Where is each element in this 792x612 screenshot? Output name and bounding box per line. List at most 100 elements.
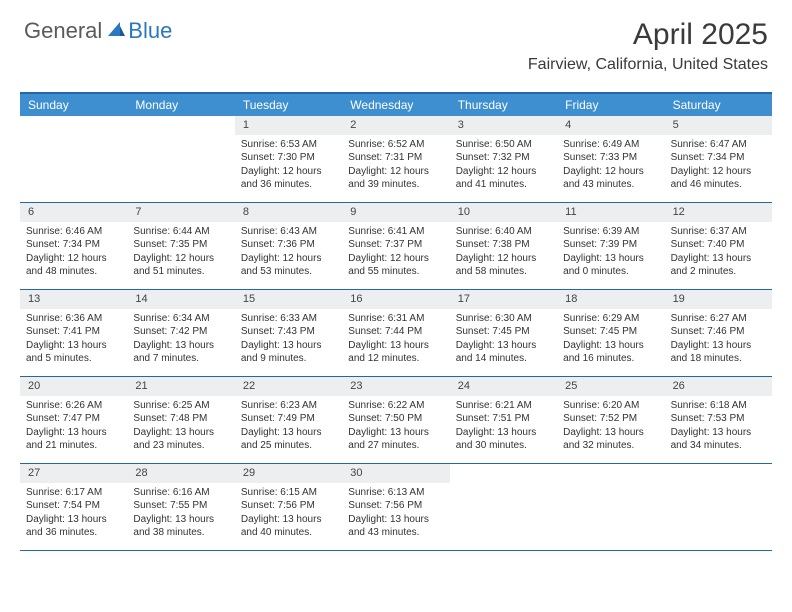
sunset-text: Sunset: 7:52 PM bbox=[563, 412, 658, 426]
sunrise-text: Sunrise: 6:20 AM bbox=[563, 399, 658, 413]
daylight-text: Daylight: 13 hours bbox=[133, 513, 228, 527]
sunrise-text: Sunrise: 6:52 AM bbox=[348, 138, 443, 152]
calendar: Sunday Monday Tuesday Wednesday Thursday… bbox=[20, 92, 772, 551]
day-details: Sunrise: 6:52 AMSunset: 7:31 PMDaylight:… bbox=[348, 138, 443, 192]
daylight-text: Daylight: 13 hours bbox=[348, 339, 443, 353]
daylight-text: Daylight: 12 hours bbox=[563, 165, 658, 179]
week-row: 27Sunrise: 6:17 AMSunset: 7:54 PMDayligh… bbox=[20, 464, 772, 551]
day-number: 21 bbox=[127, 377, 234, 396]
daylight-text: and 12 minutes. bbox=[348, 352, 443, 366]
day-details: Sunrise: 6:23 AMSunset: 7:49 PMDaylight:… bbox=[241, 399, 336, 453]
sunset-text: Sunset: 7:55 PM bbox=[133, 499, 228, 513]
day-cell: 28Sunrise: 6:16 AMSunset: 7:55 PMDayligh… bbox=[127, 464, 234, 550]
day-cell: 13Sunrise: 6:36 AMSunset: 7:41 PMDayligh… bbox=[20, 290, 127, 376]
day-details: Sunrise: 6:50 AMSunset: 7:32 PMDaylight:… bbox=[456, 138, 551, 192]
day-cell: 19 Sunrise: 6:27 AMSunset: 7:46 PMDayligh… bbox=[665, 290, 772, 376]
daylight-text: Daylight: 13 hours bbox=[241, 426, 336, 440]
sunrise-text: Sunrise: 6:17 AM bbox=[26, 486, 121, 500]
day-number: 26 bbox=[665, 377, 772, 396]
sunrise-text: Sunrise: 6:26 AM bbox=[26, 399, 121, 413]
day-details: Sunrise: 6:27 AMSunset: 7:46 PMDaylight:… bbox=[671, 312, 766, 366]
day-number: 27 bbox=[20, 464, 127, 483]
weekday-header-row: Sunday Monday Tuesday Wednesday Thursday… bbox=[20, 94, 772, 116]
day-cell: 12Sunrise: 6:37 AMSunset: 7:40 PMDayligh… bbox=[665, 203, 772, 289]
daylight-text: Daylight: 12 hours bbox=[671, 165, 766, 179]
title-block: April 2025 Fairview, California, United … bbox=[528, 18, 768, 74]
daylight-text: and 51 minutes. bbox=[133, 265, 228, 279]
sunset-text: Sunset: 7:32 PM bbox=[456, 151, 551, 165]
daylight-text: and 55 minutes. bbox=[348, 265, 443, 279]
daylight-text: Daylight: 13 hours bbox=[456, 339, 551, 353]
daylight-text: and 40 minutes. bbox=[241, 526, 336, 540]
sunset-text: Sunset: 7:48 PM bbox=[133, 412, 228, 426]
daylight-text: Daylight: 13 hours bbox=[348, 513, 443, 527]
sunset-text: Sunset: 7:47 PM bbox=[26, 412, 121, 426]
sunset-text: Sunset: 7:38 PM bbox=[456, 238, 551, 252]
daylight-text: Daylight: 13 hours bbox=[563, 339, 658, 353]
day-details: Sunrise: 6:31 AMSunset: 7:44 PMDaylight:… bbox=[348, 312, 443, 366]
daylight-text: Daylight: 13 hours bbox=[671, 252, 766, 266]
daylight-text: Daylight: 12 hours bbox=[348, 165, 443, 179]
day-number: 15 bbox=[235, 290, 342, 309]
sunrise-text: Sunrise: 6:18 AM bbox=[671, 399, 766, 413]
day-details: Sunrise: 6:22 AMSunset: 7:50 PMDaylight:… bbox=[348, 399, 443, 453]
location-subtitle: Fairview, California, United States bbox=[528, 56, 768, 74]
sunset-text: Sunset: 7:45 PM bbox=[456, 325, 551, 339]
day-details: Sunrise: 6:46 AMSunset: 7:34 PMDaylight:… bbox=[26, 225, 121, 279]
sunrise-text: Sunrise: 6:44 AM bbox=[133, 225, 228, 239]
sunset-text: Sunset: 7:36 PM bbox=[241, 238, 336, 252]
day-details: Sunrise: 6:16 AMSunset: 7:55 PMDaylight:… bbox=[133, 486, 228, 540]
sunset-text: Sunset: 7:31 PM bbox=[348, 151, 443, 165]
daylight-text: and 34 minutes. bbox=[671, 439, 766, 453]
day-details: Sunrise: 6:39 AMSunset: 7:39 PMDaylight:… bbox=[563, 225, 658, 279]
sunrise-text: Sunrise: 6:39 AM bbox=[563, 225, 658, 239]
day-number: 19 bbox=[665, 290, 772, 309]
daylight-text: and 27 minutes. bbox=[348, 439, 443, 453]
daylight-text: and 18 minutes. bbox=[671, 352, 766, 366]
daylight-text: Daylight: 12 hours bbox=[456, 165, 551, 179]
daylight-text: and 16 minutes. bbox=[563, 352, 658, 366]
day-details: Sunrise: 6:53 AMSunset: 7:30 PMDaylight:… bbox=[241, 138, 336, 192]
day-number: 18 bbox=[557, 290, 664, 309]
daylight-text: and 38 minutes. bbox=[133, 526, 228, 540]
logo: General Blue bbox=[24, 18, 172, 44]
daylight-text: and 32 minutes. bbox=[563, 439, 658, 453]
sunrise-text: Sunrise: 6:15 AM bbox=[241, 486, 336, 500]
sunrise-text: Sunrise: 6:46 AM bbox=[26, 225, 121, 239]
sunrise-text: Sunrise: 6:29 AM bbox=[563, 312, 658, 326]
sunset-text: Sunset: 7:50 PM bbox=[348, 412, 443, 426]
daylight-text: and 43 minutes. bbox=[563, 178, 658, 192]
day-number: 7 bbox=[127, 203, 234, 222]
day-cell: 4Sunrise: 6:49 AMSunset: 7:33 PMDaylight… bbox=[557, 116, 664, 202]
day-number: 23 bbox=[342, 377, 449, 396]
day-details: Sunrise: 6:34 AMSunset: 7:42 PMDaylight:… bbox=[133, 312, 228, 366]
sunrise-text: Sunrise: 6:23 AM bbox=[241, 399, 336, 413]
daylight-text: Daylight: 13 hours bbox=[26, 339, 121, 353]
day-details: Sunrise: 6:21 AMSunset: 7:51 PMDaylight:… bbox=[456, 399, 551, 453]
day-cell: 22 Sunrise: 6:23 AMSunset: 7:49 PMDayligh… bbox=[235, 377, 342, 463]
day-number: 4 bbox=[557, 116, 664, 135]
sunrise-text: Sunrise: 6:27 AM bbox=[671, 312, 766, 326]
month-title: April 2025 bbox=[528, 18, 768, 52]
sunrise-text: Sunrise: 6:33 AM bbox=[241, 312, 336, 326]
day-cell: 8Sunrise: 6:43 AMSunset: 7:36 PMDaylight… bbox=[235, 203, 342, 289]
day-number: 17 bbox=[450, 290, 557, 309]
daylight-text: and 36 minutes. bbox=[241, 178, 336, 192]
daylight-text: Daylight: 13 hours bbox=[26, 513, 121, 527]
week-row: ..1Sunrise: 6:53 AMSunset: 7:30 PMDaylig… bbox=[20, 116, 772, 203]
sunset-text: Sunset: 7:53 PM bbox=[671, 412, 766, 426]
sunset-text: Sunset: 7:46 PM bbox=[671, 325, 766, 339]
day-cell: 1Sunrise: 6:53 AMSunset: 7:30 PMDaylight… bbox=[235, 116, 342, 202]
day-details: Sunrise: 6:33 AMSunset: 7:43 PMDaylight:… bbox=[241, 312, 336, 366]
day-number: 2 bbox=[342, 116, 449, 135]
weekday-header: Monday bbox=[127, 94, 234, 116]
day-cell: . bbox=[450, 464, 557, 550]
day-number: 22 bbox=[235, 377, 342, 396]
daylight-text: and 25 minutes. bbox=[241, 439, 336, 453]
sunset-text: Sunset: 7:43 PM bbox=[241, 325, 336, 339]
daylight-text: and 58 minutes. bbox=[456, 265, 551, 279]
day-cell: 17Sunrise: 6:30 AMSunset: 7:45 PMDayligh… bbox=[450, 290, 557, 376]
sunrise-text: Sunrise: 6:40 AM bbox=[456, 225, 551, 239]
daylight-text: and 39 minutes. bbox=[348, 178, 443, 192]
sunrise-text: Sunrise: 6:16 AM bbox=[133, 486, 228, 500]
